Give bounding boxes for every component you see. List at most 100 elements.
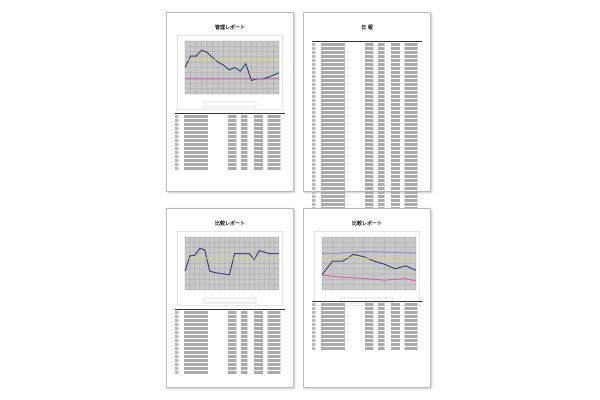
page-title: 比較レポート — [351, 221, 382, 227]
table-row — [175, 143, 285, 147]
table-row — [175, 147, 285, 151]
data-table — [312, 299, 422, 351]
line-chart — [177, 231, 283, 306]
series-line — [321, 274, 417, 282]
table-row — [175, 363, 285, 367]
table-row — [312, 339, 422, 343]
table-row — [175, 311, 285, 315]
data-table — [175, 111, 285, 171]
table-row — [175, 155, 285, 159]
table-row — [312, 335, 422, 339]
table-row — [175, 123, 285, 127]
table-row — [312, 95, 422, 99]
table-row — [312, 319, 422, 323]
table-row — [312, 71, 422, 75]
table-row — [312, 131, 422, 135]
table-row — [312, 195, 422, 199]
table-row — [312, 191, 422, 195]
table-row — [312, 343, 422, 347]
page-title: 比較レポート — [214, 221, 245, 227]
table-row — [312, 347, 422, 351]
table-row — [312, 43, 422, 47]
table-row — [312, 107, 422, 111]
table-row — [175, 339, 285, 343]
table-row — [175, 135, 285, 139]
table-row — [175, 335, 285, 339]
series-line — [322, 257, 416, 260]
table-row — [175, 327, 285, 331]
table-row — [175, 315, 285, 319]
table-row — [312, 159, 422, 163]
table-row — [175, 127, 285, 131]
table-row — [175, 167, 285, 171]
table-row — [312, 323, 422, 327]
page-management-report: 管理レポート — [166, 12, 294, 192]
table-row — [312, 139, 422, 143]
table-row — [312, 151, 422, 155]
table-row — [312, 91, 422, 95]
table-row — [312, 171, 422, 175]
table-row — [175, 367, 285, 371]
table-row — [312, 103, 422, 107]
table-row — [312, 135, 422, 139]
table-row — [312, 183, 422, 187]
page-daily-report: 日 報 — [303, 12, 431, 219]
series-line — [322, 251, 416, 255]
table-row — [175, 355, 285, 359]
table-row — [312, 143, 422, 147]
table-row — [312, 123, 422, 127]
page-title: 管理レポート — [214, 25, 245, 31]
table-row — [312, 87, 422, 91]
table-row — [312, 175, 422, 179]
table-row — [312, 55, 422, 59]
table-row — [175, 359, 285, 363]
table-row — [312, 167, 422, 171]
table-row — [312, 119, 422, 123]
table-row — [312, 115, 422, 119]
table-row — [312, 311, 422, 315]
table-header — [312, 39, 422, 42]
page-comparison-report-2: 比較レポート — [303, 208, 431, 388]
table-row — [175, 331, 285, 335]
table-row — [312, 187, 422, 191]
table-row — [312, 51, 422, 55]
table-row — [312, 111, 422, 115]
table-row — [175, 159, 285, 163]
legend — [203, 297, 257, 304]
table-row — [312, 147, 422, 151]
page-title: 日 報 — [361, 25, 373, 31]
table-row — [175, 323, 285, 327]
table-row — [312, 79, 422, 83]
table-row — [312, 75, 422, 79]
table-header — [175, 307, 285, 310]
page-comparison-report: 比較レポート — [166, 208, 294, 388]
table-header — [312, 299, 422, 302]
table-row — [175, 351, 285, 355]
table-row — [175, 119, 285, 123]
table-row — [312, 327, 422, 331]
table-row — [312, 127, 422, 131]
data-table — [312, 39, 422, 219]
table-row — [175, 151, 285, 155]
table-row — [175, 163, 285, 167]
line-chart — [314, 231, 420, 306]
table-row — [312, 307, 422, 311]
data-table — [175, 307, 285, 375]
table-row — [312, 67, 422, 71]
table-row — [175, 131, 285, 135]
table-row — [312, 179, 422, 183]
table-row — [175, 347, 285, 351]
table-row — [175, 115, 285, 119]
table-row — [175, 139, 285, 143]
table-row — [175, 343, 285, 347]
table-row — [312, 83, 422, 87]
table-row — [312, 63, 422, 67]
table-row — [175, 371, 285, 375]
table-row — [312, 331, 422, 335]
table-row — [312, 303, 422, 307]
series-line — [184, 247, 279, 276]
table-row — [312, 315, 422, 319]
legend — [203, 101, 257, 108]
table-row — [312, 163, 422, 167]
line-chart — [177, 35, 283, 110]
